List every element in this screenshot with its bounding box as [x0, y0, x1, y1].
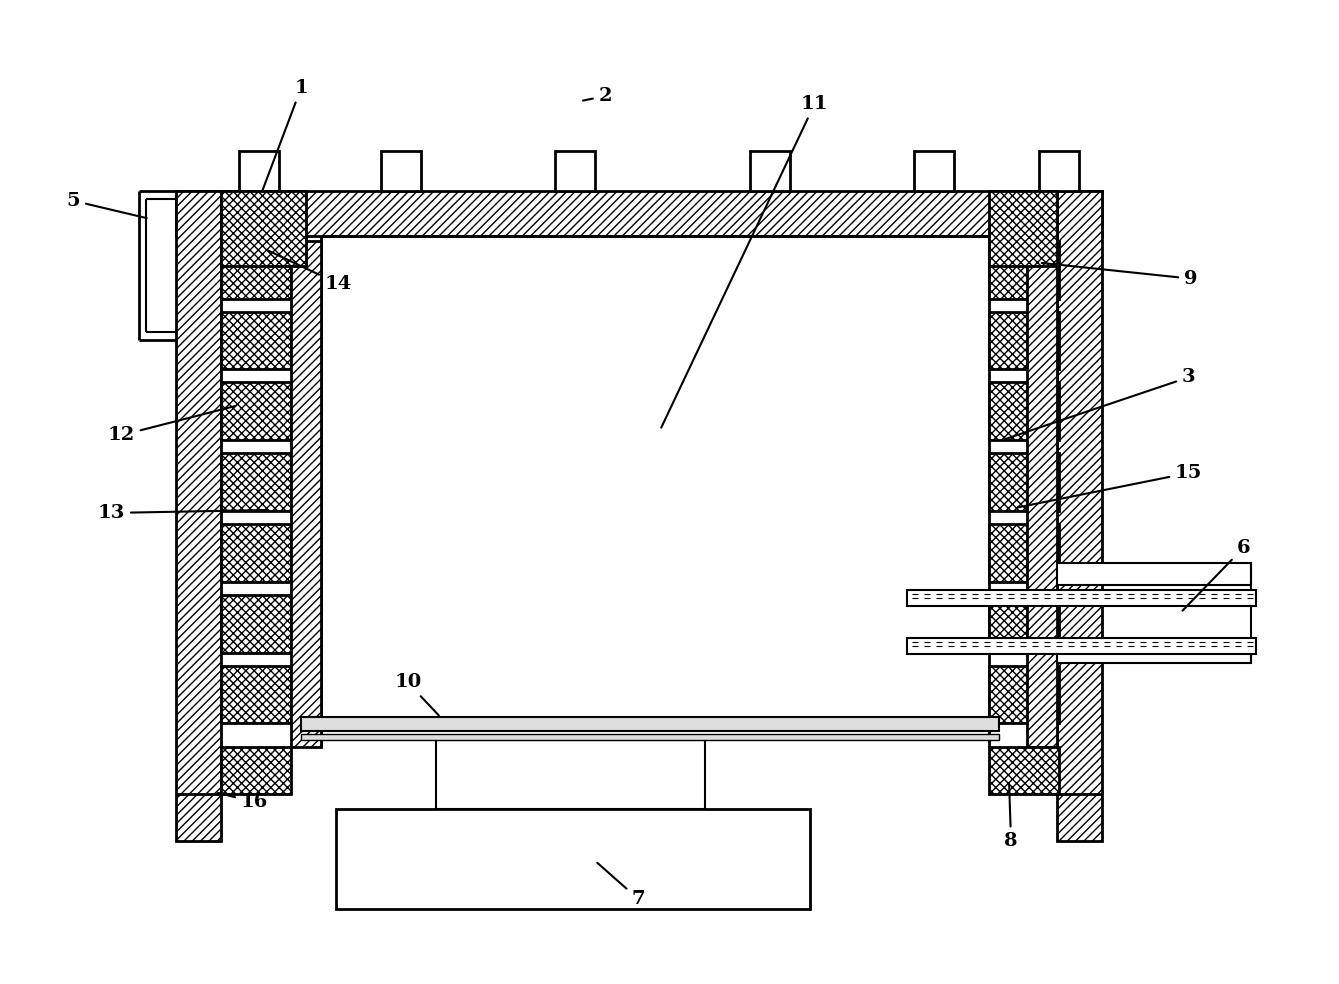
- Bar: [336, 809, 810, 909]
- Bar: [1056, 563, 1252, 584]
- Bar: [221, 191, 307, 266]
- Text: 2: 2: [582, 88, 612, 105]
- Bar: [291, 241, 321, 747]
- Bar: [221, 523, 291, 582]
- Bar: [1056, 191, 1102, 841]
- Bar: [990, 594, 1059, 652]
- Bar: [908, 589, 1256, 606]
- Text: 14: 14: [266, 250, 352, 292]
- Bar: [221, 665, 291, 723]
- Bar: [177, 191, 221, 841]
- Text: 13: 13: [98, 504, 268, 522]
- Bar: [1027, 241, 1056, 747]
- Bar: [301, 717, 999, 731]
- Text: 7: 7: [597, 863, 645, 908]
- Bar: [380, 151, 420, 191]
- Bar: [221, 312, 291, 369]
- Bar: [221, 594, 291, 652]
- Bar: [990, 383, 1059, 440]
- Bar: [1039, 151, 1079, 191]
- Text: 15: 15: [1018, 464, 1202, 508]
- Bar: [301, 734, 999, 740]
- Bar: [435, 740, 704, 809]
- Bar: [990, 747, 1059, 794]
- Text: 6: 6: [1182, 539, 1251, 611]
- Text: 8: 8: [1004, 784, 1018, 850]
- Text: 9: 9: [1042, 263, 1197, 287]
- Bar: [221, 453, 291, 511]
- Bar: [556, 151, 596, 191]
- Bar: [990, 523, 1059, 582]
- Bar: [908, 638, 1256, 653]
- Bar: [221, 747, 291, 794]
- Text: 16: 16: [218, 793, 268, 811]
- Text: 3: 3: [1004, 368, 1196, 439]
- Bar: [221, 241, 291, 298]
- Bar: [990, 312, 1059, 369]
- Bar: [990, 665, 1059, 723]
- Bar: [990, 241, 1059, 298]
- Text: 11: 11: [661, 95, 829, 428]
- Bar: [240, 151, 279, 191]
- Bar: [990, 191, 1056, 266]
- Text: 5: 5: [67, 192, 147, 218]
- Text: 12: 12: [108, 406, 236, 444]
- Bar: [177, 191, 1102, 236]
- Bar: [915, 151, 955, 191]
- Bar: [750, 151, 790, 191]
- Bar: [1056, 641, 1252, 662]
- Text: 10: 10: [394, 673, 439, 715]
- Bar: [990, 453, 1059, 511]
- Bar: [221, 383, 291, 440]
- Text: 1: 1: [262, 79, 308, 191]
